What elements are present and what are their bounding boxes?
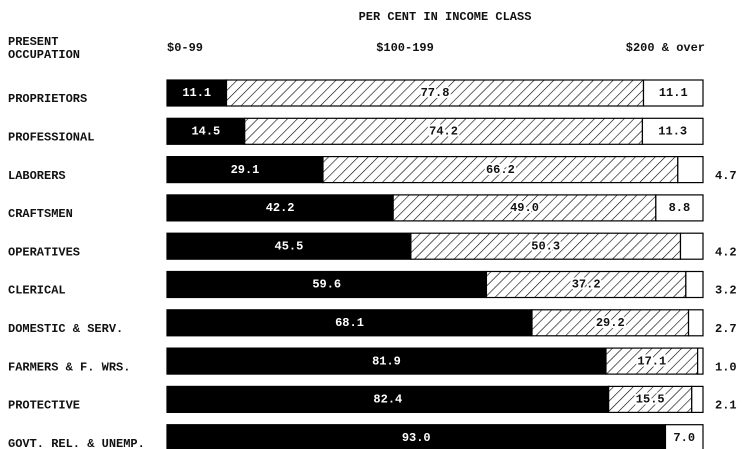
data-label: 15.5 — [636, 393, 665, 407]
bar-segment — [697, 347, 704, 375]
y-tick-label: PROPRIETORS — [8, 92, 87, 106]
data-label: 11.1 — [182, 86, 211, 100]
data-label: 11.3 — [658, 124, 687, 138]
data-label: 37.2 — [572, 278, 601, 292]
data-label: 74.2 — [429, 124, 458, 138]
data-label: 42.2 — [266, 201, 295, 215]
bar-segment — [244, 117, 644, 145]
legend-label: $0-99 — [167, 41, 203, 55]
data-label: 82.4 — [373, 393, 402, 407]
chart-title: PER CENT IN INCOME CLASS — [359, 10, 532, 24]
bar-segment — [642, 79, 704, 107]
data-label: 2.1 — [715, 399, 737, 413]
bar-segment — [687, 309, 704, 337]
y-tick-label: PROFESSIONAL — [8, 130, 94, 144]
data-label: 29.2 — [596, 316, 625, 330]
data-label: 17.1 — [637, 354, 666, 368]
bar-segment — [655, 194, 704, 222]
legend-label: $100-199 — [376, 41, 434, 55]
data-label: 8.8 — [669, 201, 691, 215]
bar-segment — [641, 117, 704, 145]
bar-segment — [166, 347, 607, 375]
data-label: 4.7 — [715, 169, 737, 183]
y-tick-label: LABORERS — [8, 169, 66, 183]
data-label: 45.5 — [275, 239, 304, 253]
data-label: 68.1 — [335, 316, 364, 330]
legend-label: $200 & over — [626, 41, 705, 55]
bar-segment — [410, 232, 682, 260]
data-label: 1.0 — [715, 360, 737, 374]
y-tick-label: OPERATIVES — [8, 245, 80, 259]
bar-segment — [166, 232, 412, 260]
y-tick-label: CLERICAL — [8, 284, 66, 298]
bar-segment — [225, 79, 645, 107]
data-label: 59.6 — [312, 278, 341, 292]
bar-segment — [608, 385, 693, 413]
bar-segment — [605, 347, 699, 375]
y-tick-label: GOVT. REL. & UNEMP. — [8, 437, 145, 449]
bar-segment — [166, 156, 324, 184]
data-label: 66.2 — [486, 163, 515, 177]
bar-segment — [664, 424, 704, 449]
bar-segment — [166, 309, 533, 337]
y-tick-label: PROTECTIVE — [8, 399, 80, 413]
bar-segment — [677, 156, 704, 184]
bar-segment — [531, 309, 690, 337]
bar-segment — [691, 385, 704, 413]
bar-segment — [166, 79, 228, 107]
y-tick-label: FARMERS & F. WRS. — [8, 360, 130, 374]
data-label: 7.0 — [673, 431, 695, 445]
data-label: 3.2 — [715, 284, 737, 298]
bar-segment — [679, 232, 704, 260]
bar-segment — [685, 270, 704, 299]
bar-segment — [166, 270, 488, 299]
data-label: 11.1 — [659, 86, 688, 100]
data-label: 81.9 — [372, 354, 401, 368]
bar-segment — [166, 194, 394, 222]
y-tick-label: CRAFTSMEN — [8, 207, 73, 221]
data-label: 49.0 — [510, 201, 539, 215]
category-axis-label: PRESENT OCCUPATION — [8, 35, 80, 62]
data-label: 29.1 — [231, 163, 260, 177]
data-label: 14.5 — [191, 124, 220, 138]
data-label: 2.7 — [715, 322, 737, 336]
bar-segment — [166, 424, 667, 449]
data-label: 93.0 — [402, 431, 431, 445]
data-label: 4.2 — [715, 245, 737, 259]
bar-segment — [322, 156, 679, 184]
y-tick-label: DOMESTIC & SERV. — [8, 322, 123, 336]
data-label: 50.3 — [531, 239, 560, 253]
bar-segment — [392, 194, 657, 222]
bar-segment — [166, 385, 610, 413]
data-label: 77.8 — [421, 86, 450, 100]
